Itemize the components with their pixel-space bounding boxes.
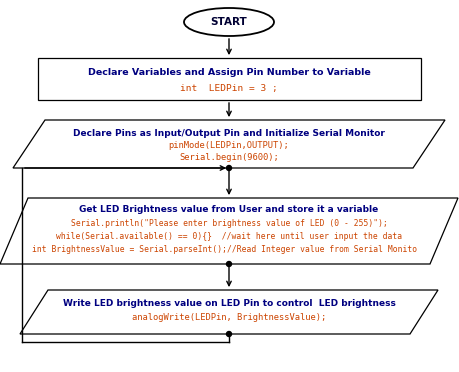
Text: Declare Pins as Input/Output Pin and Initialize Serial Monitor: Declare Pins as Input/Output Pin and Ini… bbox=[73, 129, 385, 138]
Circle shape bbox=[226, 166, 231, 170]
Text: Declare Variables and Assign Pin Number to Variable: Declare Variables and Assign Pin Number … bbox=[88, 68, 370, 77]
Text: Serial.println("Please enter brightness value of LED (0 - 255)");: Serial.println("Please enter brightness … bbox=[71, 219, 387, 228]
Circle shape bbox=[226, 331, 231, 337]
Polygon shape bbox=[20, 290, 438, 334]
Ellipse shape bbox=[184, 8, 274, 36]
Text: analogWrite(LEDPin, BrightnessValue);: analogWrite(LEDPin, BrightnessValue); bbox=[132, 314, 326, 323]
Text: int BrightnessValue = Serial.parseInt();//Read Integer value from Serial Monito: int BrightnessValue = Serial.parseInt();… bbox=[33, 245, 418, 254]
Text: pinMode(LEDPin,OUTPUT);: pinMode(LEDPin,OUTPUT); bbox=[168, 141, 289, 151]
Bar bbox=[38, 58, 421, 100]
Text: int  LEDPin = 3 ;: int LEDPin = 3 ; bbox=[180, 84, 278, 93]
Polygon shape bbox=[0, 198, 458, 264]
Circle shape bbox=[226, 262, 231, 266]
Polygon shape bbox=[13, 120, 445, 168]
Text: while(Serial.available() == 0){}  //wait here until user input the data: while(Serial.available() == 0){} //wait … bbox=[56, 232, 402, 241]
Text: START: START bbox=[211, 17, 247, 27]
Text: Write LED brightness value on LED Pin to control  LED brightness: Write LED brightness value on LED Pin to… bbox=[62, 299, 396, 308]
Text: Get LED Brightness value from User and store it a variable: Get LED Brightness value from User and s… bbox=[79, 205, 379, 214]
Text: Serial.begin(9600);: Serial.begin(9600); bbox=[179, 153, 279, 161]
